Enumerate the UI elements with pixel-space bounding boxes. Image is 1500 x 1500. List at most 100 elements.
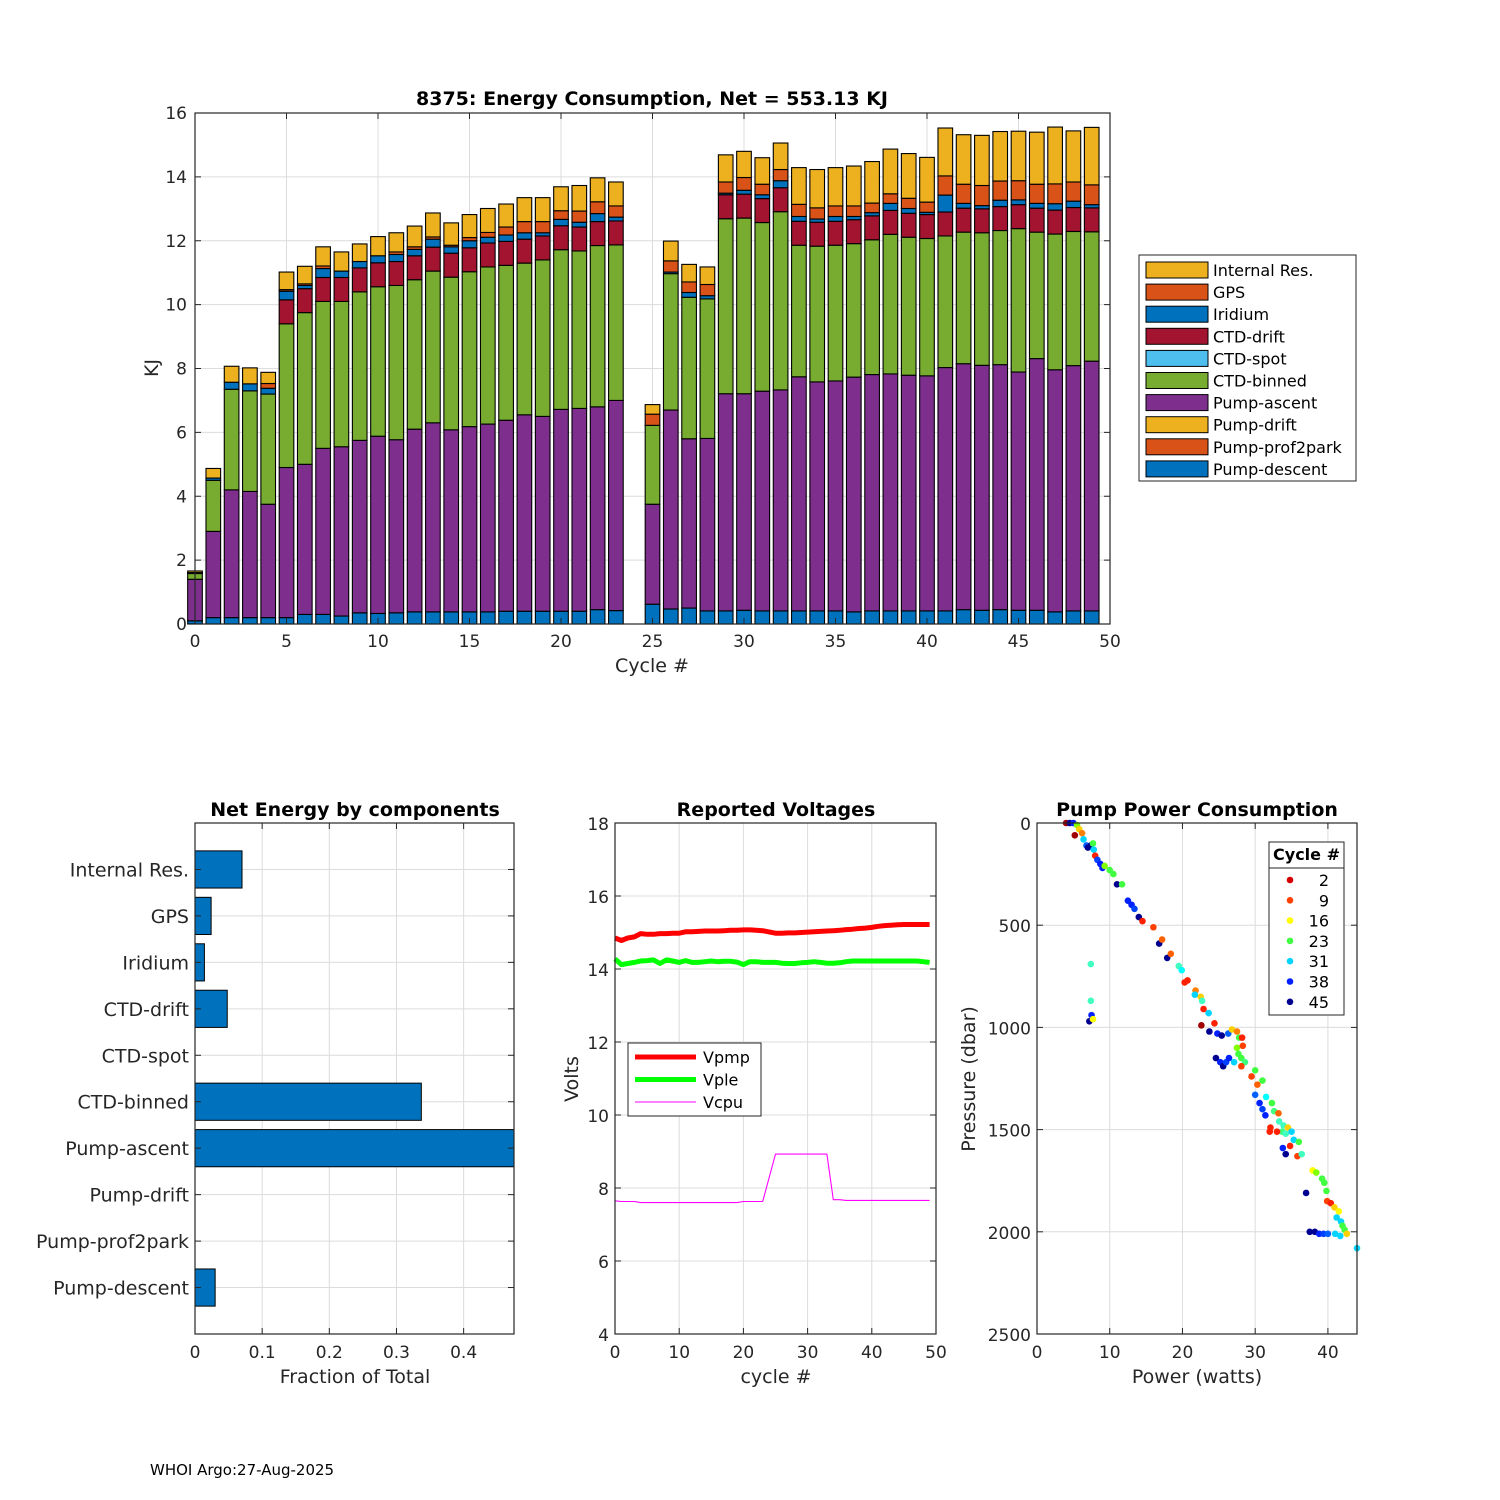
bar-segment-iridium (260, 387, 277, 395)
scatter-point (1184, 977, 1191, 984)
bar-segment-pump-descent (425, 611, 441, 625)
bar-segment-pump-descent (955, 609, 972, 625)
bar-segment-iridium (827, 215, 844, 222)
bar-segment-internal-res- (845, 165, 862, 207)
scatter-point (1089, 840, 1097, 847)
bar-segment-pump-descent (296, 613, 313, 625)
x-tick-label: 10 (1099, 1343, 1121, 1363)
bar-segment-gps (1010, 180, 1027, 201)
bar-segment-internal-res- (992, 130, 1009, 182)
scatter-point (1259, 1105, 1266, 1113)
legend-label: 9 (1319, 891, 1329, 910)
bar-segment-ctd-binned (1065, 230, 1082, 367)
bar-segment-iridium (315, 267, 331, 279)
x-tick-label: 30 (797, 1343, 819, 1363)
bar-segment-gps (498, 226, 514, 236)
scatter-point (1323, 1187, 1330, 1195)
legend-title: Cycle # (1273, 845, 1340, 864)
bar-segment-ctd-drift (717, 194, 734, 220)
bar-segment-internal-res- (791, 167, 807, 205)
bar-segment-pump-ascent (223, 489, 240, 619)
scatter-point (1275, 1118, 1283, 1125)
x-tick-label: 0.1 (249, 1343, 276, 1363)
scatter-point (1302, 1189, 1310, 1197)
bar-segment-ctd-binned (553, 249, 569, 410)
bar-segment-ctd-binned (955, 231, 972, 365)
scatter-point (1158, 936, 1166, 943)
x-axis-label: cycle # (740, 1366, 811, 1388)
bar-segment-iridium (791, 215, 807, 222)
bar-segment-internal-res- (406, 225, 423, 248)
bar-segment-gps (827, 205, 844, 218)
x-tick-label: 35 (825, 632, 847, 652)
bar-segment-pump-descent (809, 610, 826, 625)
bar-segment-pump-ascent (717, 393, 734, 612)
bar-segment-internal-res- (498, 203, 514, 228)
bar-segment-pump-ascent (370, 435, 386, 615)
bar-segment-internal-res- (333, 251, 350, 272)
bar-segment-iridium (992, 199, 1009, 208)
bar-segment-ctd-drift (370, 262, 386, 288)
bar-segment-internal-res- (608, 181, 624, 207)
bar-segment-ctd-binned (882, 233, 899, 375)
legend-label: Vple (703, 1071, 738, 1090)
y-tick-label: 10 (587, 1107, 609, 1127)
bar-segment-ctd-drift (296, 288, 313, 314)
bar-segment-iridium (242, 383, 258, 392)
bar-segment-pump-ascent (864, 374, 880, 612)
bar-segment-pump-ascent (919, 375, 935, 612)
x-tick-label: 30 (733, 632, 755, 652)
bar-segment-gps (571, 210, 588, 223)
bar-segment-ctd-binned (589, 244, 606, 408)
y-tick-label: 1500 (988, 1122, 1031, 1142)
bar-segment-ctd-drift (534, 235, 551, 261)
legend-swatch (1145, 283, 1209, 301)
bar-segment-internal-res- (553, 186, 569, 212)
legend-marker (1286, 978, 1294, 985)
y-tick-label: CTD-binned (77, 1092, 189, 1114)
bar-segment-gps (681, 281, 697, 294)
bar-segment-ctd-drift (278, 299, 295, 325)
pump-power-scatter-chart: 0 10 20 30 40 0 500 1000 1500 2000 2500 Pump Power… (958, 799, 1361, 1388)
scatter-point (1324, 1230, 1332, 1238)
legend-swatch (1145, 394, 1209, 412)
scatter-point (1331, 1230, 1339, 1238)
legend-swatch (1145, 372, 1209, 389)
scatter-point (1239, 1042, 1247, 1050)
bar-segment-ctd-binned (845, 243, 862, 378)
bar-segment-internal-res- (681, 263, 697, 283)
x-tick-label: 0 (1032, 1343, 1043, 1363)
scatter-point (1218, 1032, 1226, 1039)
bar-segment-pump-ascent (736, 393, 752, 611)
legend-label: 23 (1309, 932, 1329, 951)
bar-segment-pump-descent (754, 610, 771, 625)
bar-segment-pump-ascent (1010, 371, 1027, 611)
bar-segment-gps (717, 181, 734, 194)
bar-segment-iridium (1010, 199, 1027, 206)
bar-segment-internal-res- (534, 197, 551, 223)
bar-segment-internal-res- (479, 207, 496, 233)
bar-segment-ctd-drift (882, 209, 899, 235)
x-tick-label: 5 (281, 632, 292, 652)
bar-segment-iridium (516, 232, 533, 240)
bar-segment-ctd-binned (717, 218, 734, 395)
bar-segment-ctd-drift (772, 187, 789, 213)
legend-label: Vpmp (703, 1048, 750, 1067)
bar-segment-internal-res- (205, 467, 222, 479)
bar-segment-ctd-binned (662, 273, 679, 411)
bar-segment-pump-ascent (443, 429, 460, 613)
scatter-point (1205, 1009, 1212, 1017)
bar-segment-ctd-binned (1010, 228, 1027, 373)
scatter-point (1198, 1022, 1205, 1029)
bar-segment-pump-descent (772, 610, 789, 625)
bar-segment-ctd-drift (974, 208, 990, 234)
bar-segment-gps (608, 205, 624, 218)
bar-segment-internal-res- (1065, 130, 1082, 183)
scatter-point (1238, 1062, 1245, 1070)
legend-swatch (1145, 261, 1209, 279)
scatter-point (1110, 870, 1117, 878)
scatter-point (1206, 1028, 1213, 1035)
bar-segment-internal-res- (296, 265, 313, 285)
bar-segment-iridium (882, 202, 899, 211)
